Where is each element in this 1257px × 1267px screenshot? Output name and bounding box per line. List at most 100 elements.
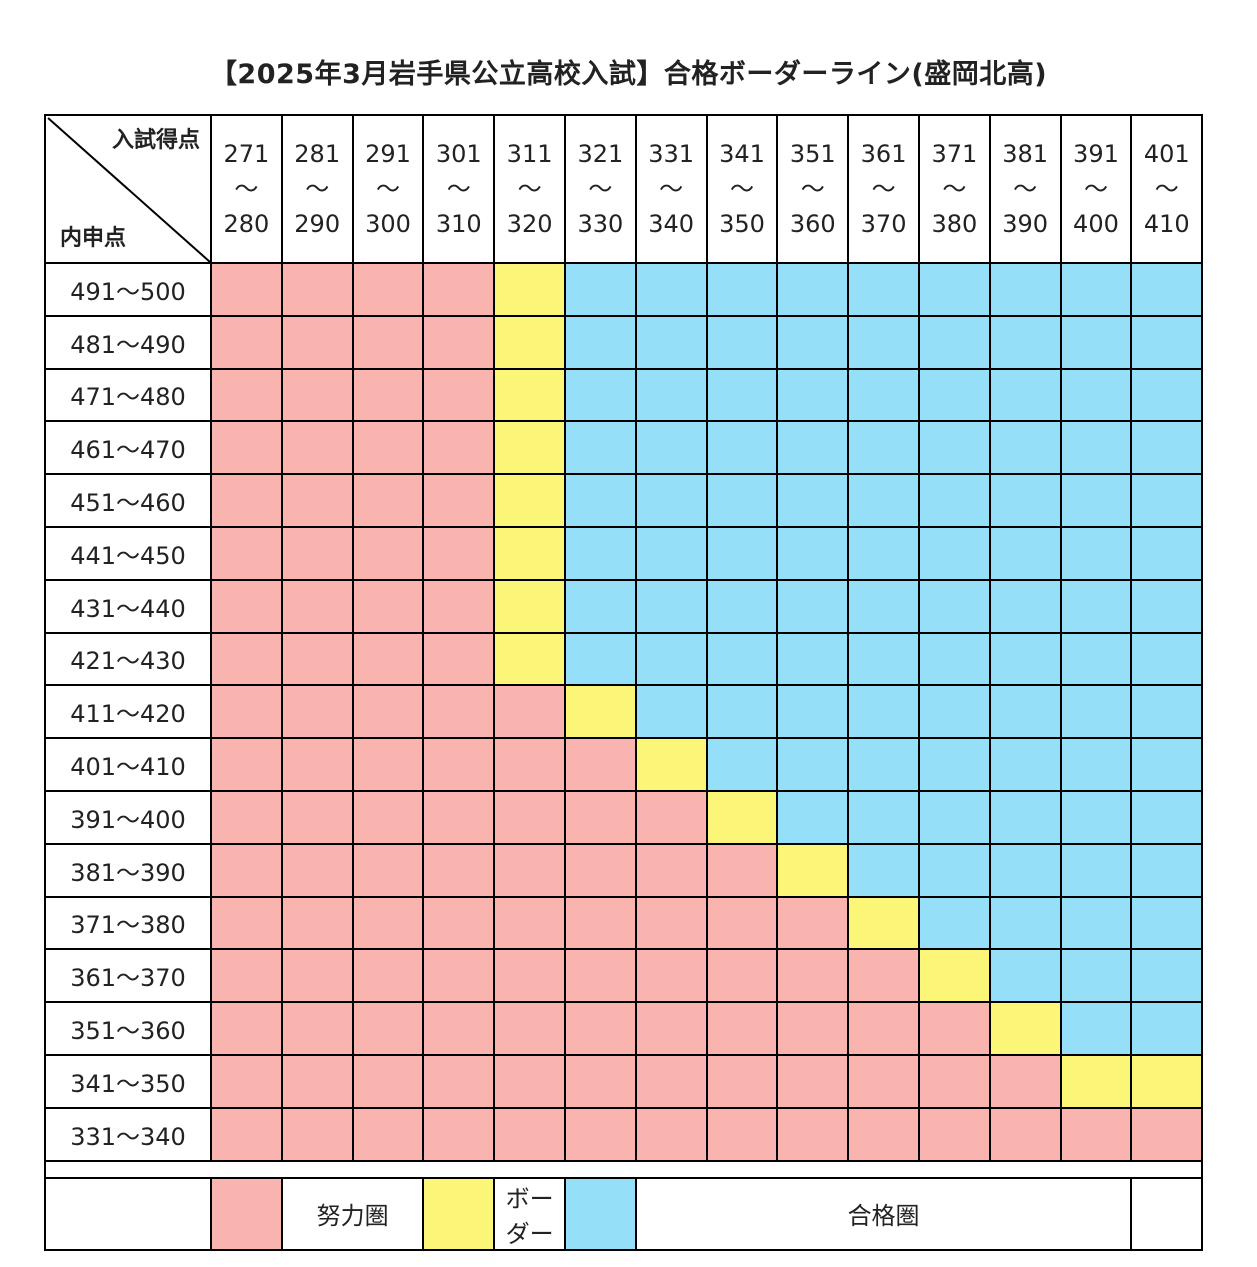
range-from-label: 311 (506, 139, 553, 168)
heatmap-cell-pass-zone (917, 367, 991, 423)
range-separator: 〜 (517, 174, 542, 203)
heatmap-cell-effort-zone (422, 1001, 496, 1056)
heatmap-cell-pass-zone (917, 262, 991, 317)
school-record-row-header: 471〜480 (44, 367, 212, 423)
heatmap-cell-effort-zone (351, 262, 425, 317)
range-to-label: 350 (719, 209, 765, 238)
border-line-table: 入試得点 内申点 271 〜 280 281 〜 290 291 〜 300 301 〜 310 311… (44, 114, 1204, 1251)
heatmap-cell-pass-zone (847, 473, 920, 528)
heatmap-cell-pass-zone (776, 631, 850, 687)
heatmap-cell-border-line (493, 525, 566, 581)
heatmap-cell-effort-zone (422, 789, 496, 845)
heatmap-cell-pass-zone (917, 314, 991, 370)
range-separator: 〜 (234, 174, 259, 203)
school-record-row-header: 491〜500 (44, 262, 212, 317)
range-separator: 〜 (729, 174, 754, 203)
heatmap-cell-effort-zone (847, 1106, 920, 1162)
heatmap-cell-effort-zone (280, 895, 354, 951)
heatmap-cell-pass-zone (776, 737, 850, 792)
range-to-label: 380 (931, 209, 978, 238)
school-record-row-header: 441〜450 (44, 525, 212, 581)
heatmap-cell-pass-zone (917, 631, 991, 687)
table-row: 421〜430 (44, 631, 1204, 687)
exam-score-column-header: 321 〜 330 (563, 114, 637, 264)
heatmap-cell-pass-zone (917, 842, 991, 898)
heatmap-cell-pass-zone (1059, 473, 1133, 528)
heatmap-cell-effort-zone (422, 737, 496, 792)
range-separator: 〜 (588, 174, 613, 203)
range-to-label: 280 (223, 209, 270, 238)
heatmap-cell-effort-zone (634, 895, 708, 951)
heatmap-cell-pass-zone (847, 314, 920, 370)
heatmap-cell-effort-zone (280, 578, 354, 634)
heatmap-cell-effort-zone (351, 525, 425, 581)
heatmap-cell-pass-zone (776, 684, 850, 740)
heatmap-cell-pass-zone (917, 525, 991, 581)
heatmap-cell-effort-zone (563, 1053, 637, 1109)
heatmap-cell-effort-zone (422, 525, 496, 581)
spacer-cell (45, 1159, 1203, 1179)
heatmap-cell-pass-zone (1059, 842, 1133, 898)
heatmap-cell-effort-zone (493, 842, 566, 898)
school-record-row-header: 461〜470 (44, 420, 212, 476)
heatmap-cell-effort-zone (280, 1053, 354, 1109)
range-separator: 〜 (871, 174, 896, 203)
range-from-label: 341 (719, 139, 765, 168)
heatmap-cell-pass-zone (705, 684, 779, 740)
heatmap-cell-effort-zone (351, 314, 425, 370)
school-record-row-header: 351〜360 (44, 1001, 212, 1056)
range-from-label: 351 (789, 139, 836, 168)
heatmap-cell-border-line (493, 631, 566, 687)
heatmap-cell-pass-zone (1130, 525, 1204, 581)
heatmap-cell-effort-zone (351, 684, 425, 740)
heatmap-cell-pass-zone (776, 420, 850, 476)
heatmap-cell-pass-zone (847, 789, 920, 845)
legend-row: 努力圏 ボーダー 合格圏 (44, 1176, 1202, 1251)
heatmap-cell-effort-zone (563, 895, 637, 951)
heatmap-cell-pass-zone (1059, 1001, 1133, 1056)
school-record-row-header: 431〜440 (44, 578, 212, 634)
heatmap-cell-effort-zone (776, 948, 850, 1004)
range-to-label: 370 (860, 209, 907, 238)
exam-score-column-header: 381 〜 390 (988, 114, 1062, 264)
heatmap-cell-effort-zone (705, 948, 779, 1004)
table-row: 381〜390 (44, 842, 1204, 898)
heatmap-cell-effort-zone (210, 789, 283, 845)
heatmap-cell-pass-zone (705, 631, 779, 687)
heatmap-cell-pass-zone (1059, 420, 1133, 476)
heatmap-cell-pass-zone (705, 737, 779, 792)
heatmap-cell-border-line (493, 473, 566, 528)
heatmap-cell-effort-zone (493, 1001, 566, 1056)
heatmap-cell-pass-zone (1059, 895, 1133, 951)
heatmap-cell-effort-zone (705, 895, 779, 951)
heatmap-cell-effort-zone (917, 1106, 991, 1162)
heatmap-cell-border-line (988, 1001, 1062, 1056)
heatmap-cell-effort-zone (210, 473, 283, 528)
heatmap-cell-effort-zone (280, 367, 354, 423)
range-from-label: 401 (1143, 139, 1190, 168)
table-row: 391〜400 (44, 789, 1204, 845)
range-from-label: 371 (931, 139, 978, 168)
range-separator: 〜 (446, 174, 471, 203)
heatmap-cell-pass-zone (634, 314, 708, 370)
table-row: 361〜370 (44, 948, 1204, 1004)
heatmap-cell-pass-zone (776, 367, 850, 423)
heatmap-cell-effort-zone (280, 631, 354, 687)
heatmap-cell-border-line (705, 789, 779, 845)
range-separator: 〜 (305, 174, 330, 203)
heatmap-cell-pass-zone (988, 948, 1062, 1004)
heatmap-cell-effort-zone (351, 631, 425, 687)
school-record-row-header: 331〜340 (44, 1106, 212, 1162)
heatmap-cell-pass-zone (776, 525, 850, 581)
heatmap-cell-pass-zone (1059, 631, 1133, 687)
heatmap-cell-effort-zone (280, 314, 354, 370)
heatmap-cell-effort-zone (422, 684, 496, 740)
corner-label-school-record: 内申点 (60, 226, 127, 251)
heatmap-cell-effort-zone (422, 314, 496, 370)
heatmap-cell-effort-zone (210, 684, 283, 740)
heatmap-cell-effort-zone (280, 420, 354, 476)
heatmap-cell-effort-zone (422, 1053, 496, 1109)
exam-score-column-header: 331 〜 340 (634, 114, 708, 264)
heatmap-cell-effort-zone (210, 631, 283, 687)
heatmap-cell-border-line (493, 420, 566, 476)
